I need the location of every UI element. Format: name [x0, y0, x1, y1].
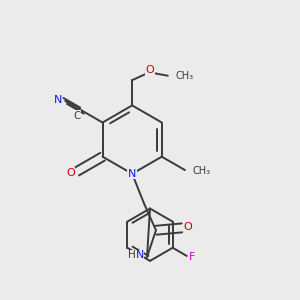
Text: H: H [128, 250, 135, 260]
Text: N: N [128, 169, 136, 179]
Text: O: O [183, 222, 192, 232]
Text: CH₃: CH₃ [176, 71, 194, 81]
Text: O: O [146, 65, 154, 75]
Text: F: F [189, 252, 195, 262]
Text: O: O [66, 168, 75, 178]
Text: N: N [53, 95, 62, 105]
Text: C: C [74, 111, 81, 121]
Text: CH₃: CH₃ [192, 166, 211, 176]
Text: N: N [135, 250, 144, 260]
